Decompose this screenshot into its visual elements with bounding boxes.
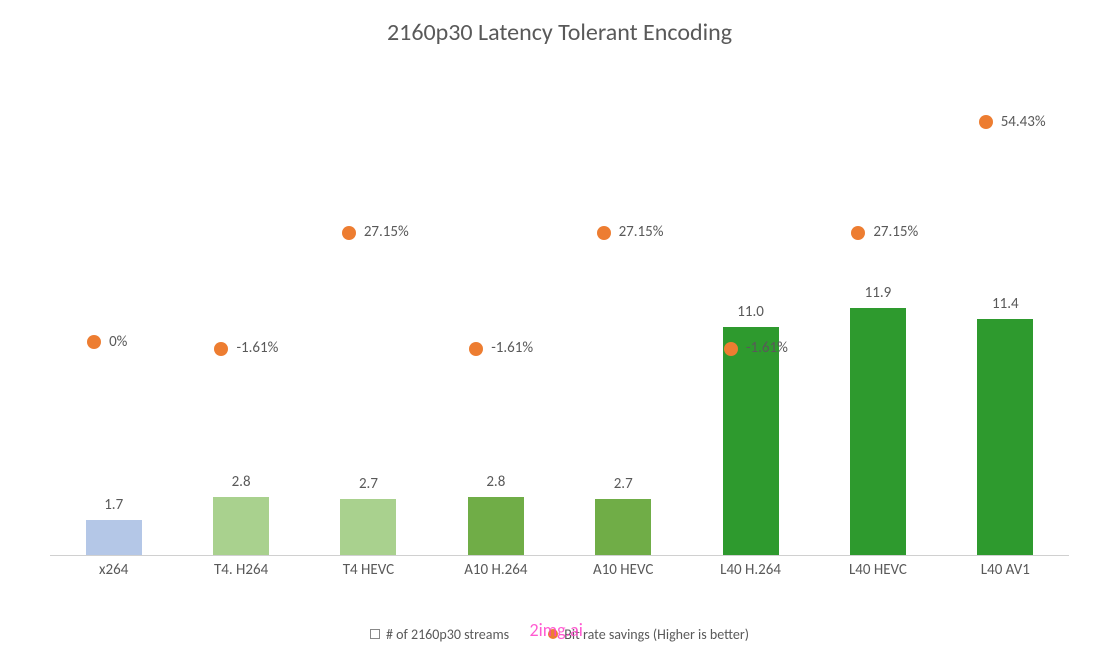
legend-dot-icon [548,629,558,639]
dot-value-label: -1.61% [491,339,533,357]
category-label: T4 HEVC [305,561,432,579]
category-label: L40 H.264 [687,561,814,579]
dot-value-label: -1.61% [236,339,278,357]
bar-value-label: 11.0 [687,303,814,321]
bar-value-label: 1.7 [50,496,177,514]
chart-title: 2160p30 Latency Tolerant Encoding [0,18,1119,47]
bar [468,497,524,555]
scatter-dot [342,226,356,240]
bar [340,499,396,555]
dot-value-label: 0% [109,333,127,351]
category-label: L40 HEVC [814,561,941,579]
scatter-dot [469,342,483,356]
category-label: A10 H.264 [432,561,559,579]
legend-bar-label: # of 2160p30 streams [386,626,509,643]
dot-value-label: 27.15% [364,223,409,241]
category-label: A10 HEVC [560,561,687,579]
legend: # of 2160p30 streams Bit rate savings (H… [0,626,1119,644]
category-label: x264 [50,561,177,579]
dot-value-label: 54.43% [1001,113,1046,131]
x-axis-line [50,555,1069,556]
scatter-dot [597,226,611,240]
scatter-dot [724,342,738,356]
legend-item-bars: # of 2160p30 streams [370,626,509,643]
plot-area: 1.7 x264 0% 2.8 T4. H264 -1.61% 2.7 T4 HEVC 27.1… [50,70,1069,583]
legend-item-dots: Bit rate savings (Higher is better) [548,626,749,643]
scatter-dot [851,226,865,240]
bar [977,319,1033,555]
bar [86,520,142,555]
scatter-dot [979,115,993,129]
legend-dot-label: Bit rate savings (Higher is better) [564,626,749,643]
legend-box-icon [370,629,380,639]
scatter-dot [214,342,228,356]
bar-value-label: 2.8 [432,473,559,491]
bar [213,497,269,555]
bar-value-label: 11.9 [814,284,941,302]
bar-value-label: 2.7 [560,475,687,493]
bar [723,327,779,555]
bar [595,499,651,555]
dot-value-label: -1.61% [746,339,788,357]
bar-value-label: 11.4 [942,295,1069,313]
bar-value-label: 2.7 [305,475,432,493]
dot-value-label: 27.15% [873,223,918,241]
category-label: L40 AV1 [942,561,1069,579]
bar-value-label: 2.8 [177,473,304,491]
chart-container: 2160p30 Latency Tolerant Encoding 1.7 x26… [0,0,1119,653]
bar [850,308,906,555]
category-label: T4. H264 [177,561,304,579]
dot-value-label: 27.15% [619,223,664,241]
scatter-dot [87,335,101,349]
